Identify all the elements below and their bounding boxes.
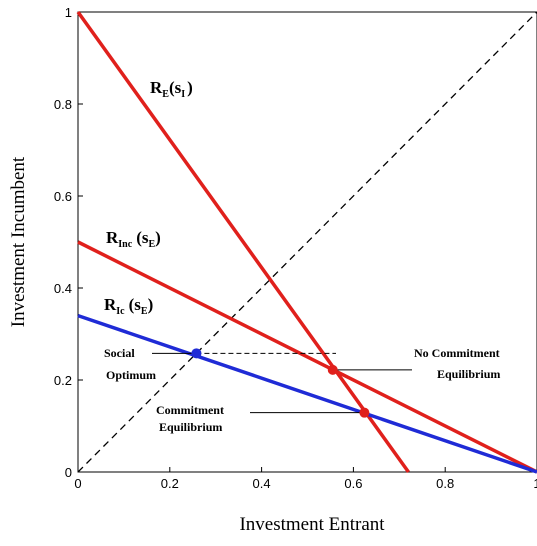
x-tick-label: 0.2: [161, 476, 179, 491]
equilibrium-point: [327, 364, 338, 375]
y-tick-label: 0.6: [54, 189, 72, 204]
y-tick-label: 0.4: [54, 281, 72, 296]
y-tick-label: 0: [65, 465, 72, 480]
equilibrium-point: [191, 348, 202, 359]
series-line-resi: [76, 10, 410, 474]
x-tick-label: 1: [533, 476, 537, 491]
curve-label-ric: RIc (sE): [104, 295, 153, 317]
x-tick-label: 0: [74, 476, 81, 491]
curve-label-rinc: RInc (sE): [106, 228, 161, 250]
equilibrium-point: [359, 407, 370, 418]
x-tick-label: 0.8: [436, 476, 454, 491]
series-line-ricse: [77, 313, 537, 474]
y-tick-label: 0.2: [54, 373, 72, 388]
curve-label-re: RE(sI): [150, 78, 193, 100]
annotation-social-optimum: Social Optimum: [104, 346, 156, 382]
y-tick-label: 1: [65, 5, 72, 20]
x-axis-label: Investment Entrant: [239, 514, 385, 535]
series-line-rincse: [77, 240, 537, 474]
y-tick-label: 0.8: [54, 97, 72, 112]
x-tick-label: 0.6: [344, 476, 362, 491]
x-tick-label: 0.4: [253, 476, 271, 491]
annotation-no-commitment-equilibrium: No Commitment Equilibrium: [414, 346, 503, 381]
y-axis-label: Investment Incumbent: [8, 156, 29, 327]
annotation-commitment-equilibrium: Commitment Equilibrium: [156, 403, 227, 434]
series-line-diagonal: [77, 11, 537, 473]
